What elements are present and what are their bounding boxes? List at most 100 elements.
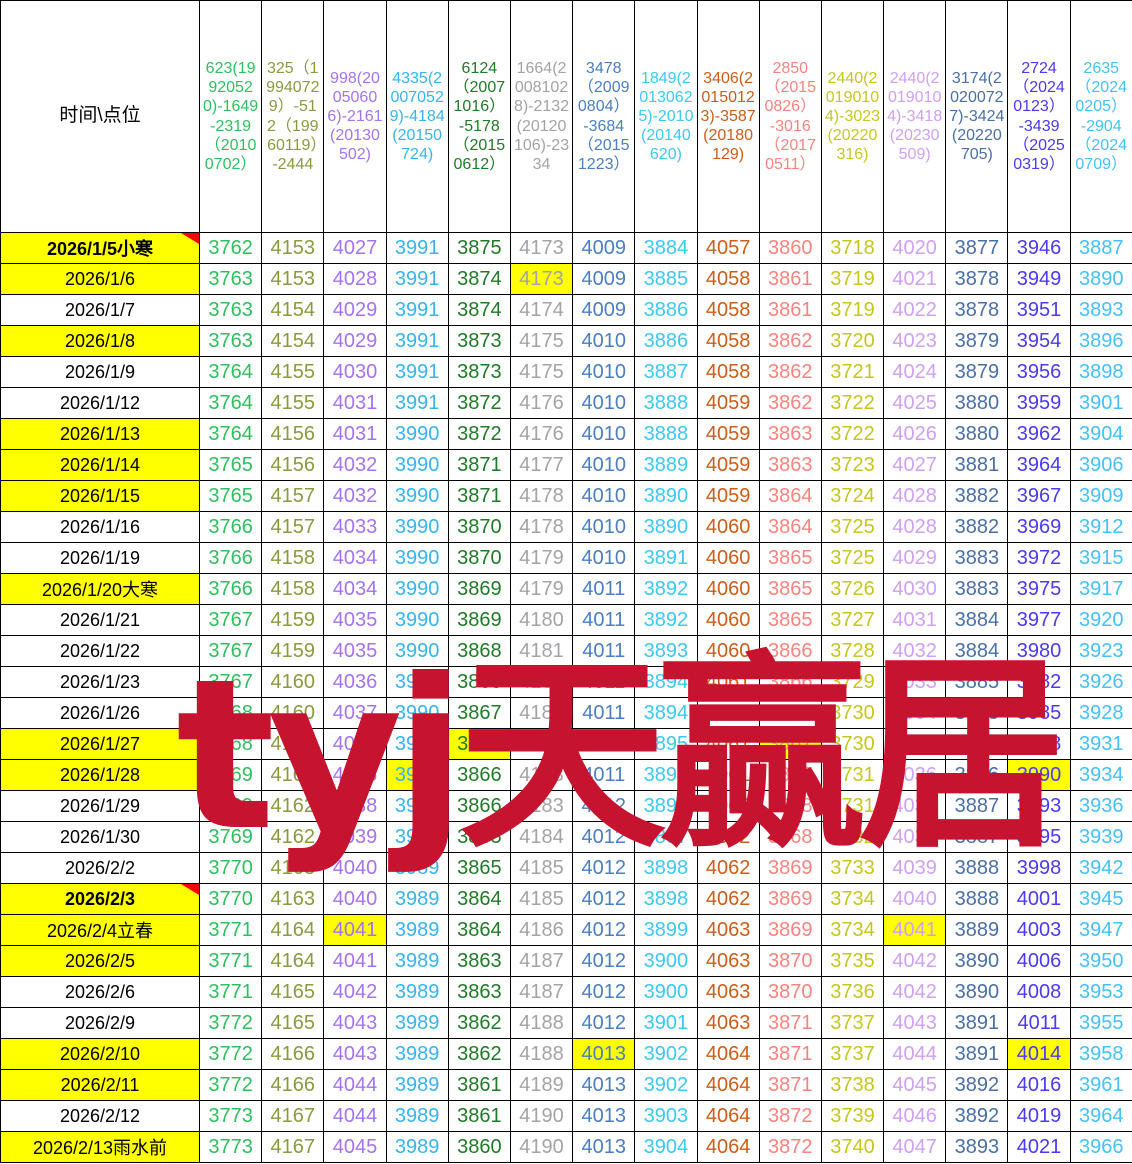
row-date-cell[interactable]: 2026/1/29 <box>0 790 200 822</box>
data-cell[interactable]: 3909 <box>1069 480 1132 512</box>
data-cell[interactable]: 3865 <box>758 573 822 605</box>
data-cell[interactable]: 3738 <box>820 1069 885 1101</box>
data-cell[interactable]: 3961 <box>1069 1069 1132 1101</box>
data-cell[interactable]: 4027 <box>883 449 947 481</box>
data-cell[interactable]: 4165 <box>261 1007 325 1039</box>
data-cell[interactable]: 3731 <box>820 759 885 791</box>
column-header-cell[interactable]: 623(19920520)-1649-2319（20100702） <box>198 0 263 233</box>
data-cell[interactable]: 4040 <box>323 883 387 915</box>
data-cell[interactable]: 4013 <box>572 1069 636 1101</box>
data-cell[interactable]: 3998 <box>1007 852 1071 884</box>
data-cell[interactable]: 4010 <box>572 542 636 574</box>
data-cell[interactable]: 3771 <box>198 976 263 1008</box>
data-cell[interactable]: 3951 <box>1007 294 1071 326</box>
data-cell[interactable]: 4013 <box>572 1100 636 1132</box>
data-cell[interactable]: 4059 <box>696 387 760 419</box>
data-cell[interactable]: 3731 <box>820 790 885 822</box>
data-cell[interactable]: 3725 <box>820 542 885 574</box>
data-cell[interactable]: 4030 <box>323 356 387 388</box>
data-cell[interactable]: 3861 <box>758 263 822 295</box>
data-cell[interactable]: 3904 <box>634 1131 698 1163</box>
data-cell[interactable]: 3763 <box>198 263 263 295</box>
data-cell[interactable]: 3762 <box>198 232 263 264</box>
data-cell[interactable]: 4025 <box>883 387 947 419</box>
data-cell[interactable]: 3718 <box>820 232 885 264</box>
data-cell[interactable]: 3926 <box>1069 666 1132 698</box>
data-cell[interactable]: 3989 <box>385 914 449 946</box>
column-header-cell[interactable]: 2724（20240123）-3439（20250319） <box>1007 0 1071 233</box>
data-cell[interactable]: 3934 <box>1069 759 1132 791</box>
row-date-cell[interactable]: 2026/1/22 <box>0 635 200 667</box>
data-cell[interactable]: 3975 <box>1007 573 1071 605</box>
data-cell[interactable]: 4181 <box>509 635 574 667</box>
data-cell[interactable]: 3891 <box>945 1038 1009 1070</box>
data-cell[interactable]: 3955 <box>1069 1007 1132 1039</box>
data-cell[interactable]: 3989 <box>385 976 449 1008</box>
data-cell[interactable]: 3871 <box>447 480 511 512</box>
data-cell[interactable]: 3898 <box>1069 356 1132 388</box>
row-date-cell[interactable]: 2026/1/21 <box>0 604 200 636</box>
data-cell[interactable]: 3725 <box>820 511 885 543</box>
data-cell[interactable]: 3888 <box>634 418 698 450</box>
data-cell[interactable]: 3898 <box>634 883 698 915</box>
column-header-cell[interactable]: 3174(20200727)-3424(20220705) <box>945 0 1009 233</box>
data-cell[interactable]: 3946 <box>1007 232 1071 264</box>
data-cell[interactable]: 4044 <box>323 1100 387 1132</box>
data-cell[interactable]: 3870 <box>758 976 822 1008</box>
data-cell[interactable]: 4009 <box>572 294 636 326</box>
data-cell[interactable]: 4179 <box>509 573 574 605</box>
data-cell[interactable]: 3993 <box>1007 790 1071 822</box>
data-cell[interactable]: 4013 <box>572 1038 636 1070</box>
data-cell[interactable]: 4039 <box>883 852 947 884</box>
data-cell[interactable]: 4011 <box>572 728 636 760</box>
data-cell[interactable]: 3871 <box>758 1007 822 1039</box>
data-cell[interactable]: 3990 <box>385 542 449 574</box>
data-cell[interactable]: 3871 <box>758 1038 822 1070</box>
data-cell[interactable]: 3964 <box>1007 449 1071 481</box>
data-cell[interactable]: 4060 <box>696 511 760 543</box>
data-cell[interactable]: 4185 <box>509 883 574 915</box>
data-cell[interactable]: 4062 <box>696 883 760 915</box>
data-cell[interactable]: 3939 <box>1069 821 1132 853</box>
data-cell[interactable]: 4036 <box>883 759 947 791</box>
row-date-cell[interactable]: 2026/1/7 <box>0 294 200 326</box>
data-cell[interactable]: 3880 <box>945 418 1009 450</box>
data-cell[interactable]: 3892 <box>634 604 698 636</box>
data-cell[interactable]: 3772 <box>198 1069 263 1101</box>
data-cell[interactable]: 4157 <box>261 511 325 543</box>
data-cell[interactable]: 3862 <box>447 1007 511 1039</box>
data-cell[interactable]: 3881 <box>945 449 1009 481</box>
data-cell[interactable]: 3990 <box>1007 759 1071 791</box>
data-cell[interactable]: 4011 <box>572 573 636 605</box>
data-cell[interactable]: 4044 <box>323 1069 387 1101</box>
data-cell[interactable]: 3722 <box>820 387 885 419</box>
data-cell[interactable]: 4038 <box>323 790 387 822</box>
data-cell[interactable]: 3892 <box>945 1069 1009 1101</box>
data-cell[interactable]: 4014 <box>1007 1038 1071 1070</box>
data-cell[interactable]: 3956 <box>1007 356 1071 388</box>
data-cell[interactable]: 3897 <box>634 821 698 853</box>
data-cell[interactable]: 4158 <box>261 573 325 605</box>
data-cell[interactable]: 4021 <box>1007 1131 1071 1163</box>
data-cell[interactable]: 3902 <box>634 1069 698 1101</box>
data-cell[interactable]: 4010 <box>572 449 636 481</box>
data-cell[interactable]: 3868 <box>758 790 822 822</box>
data-cell[interactable]: 3928 <box>1069 697 1132 729</box>
data-cell[interactable]: 3936 <box>1069 790 1132 822</box>
data-cell[interactable]: 3990 <box>385 821 449 853</box>
data-cell[interactable]: 3966 <box>1069 1131 1132 1163</box>
data-cell[interactable]: 3904 <box>1069 418 1132 450</box>
data-cell[interactable]: 3891 <box>634 542 698 574</box>
data-cell[interactable]: 4028 <box>883 480 947 512</box>
data-cell[interactable]: 4060 <box>696 542 760 574</box>
data-cell[interactable]: 3892 <box>945 1100 1009 1132</box>
column-header-cell[interactable]: 2440(20190104)-3023(20220316) <box>820 0 885 233</box>
data-cell[interactable]: 4063 <box>696 945 760 977</box>
data-cell[interactable]: 4176 <box>509 418 574 450</box>
data-cell[interactable]: 3877 <box>945 232 1009 264</box>
data-cell[interactable]: 4010 <box>572 387 636 419</box>
row-date-cell[interactable]: 2026/2/11 <box>0 1069 200 1101</box>
data-cell[interactable]: 4188 <box>509 1038 574 1070</box>
data-cell[interactable]: 3773 <box>198 1100 263 1132</box>
data-cell[interactable]: 3737 <box>820 1038 885 1070</box>
